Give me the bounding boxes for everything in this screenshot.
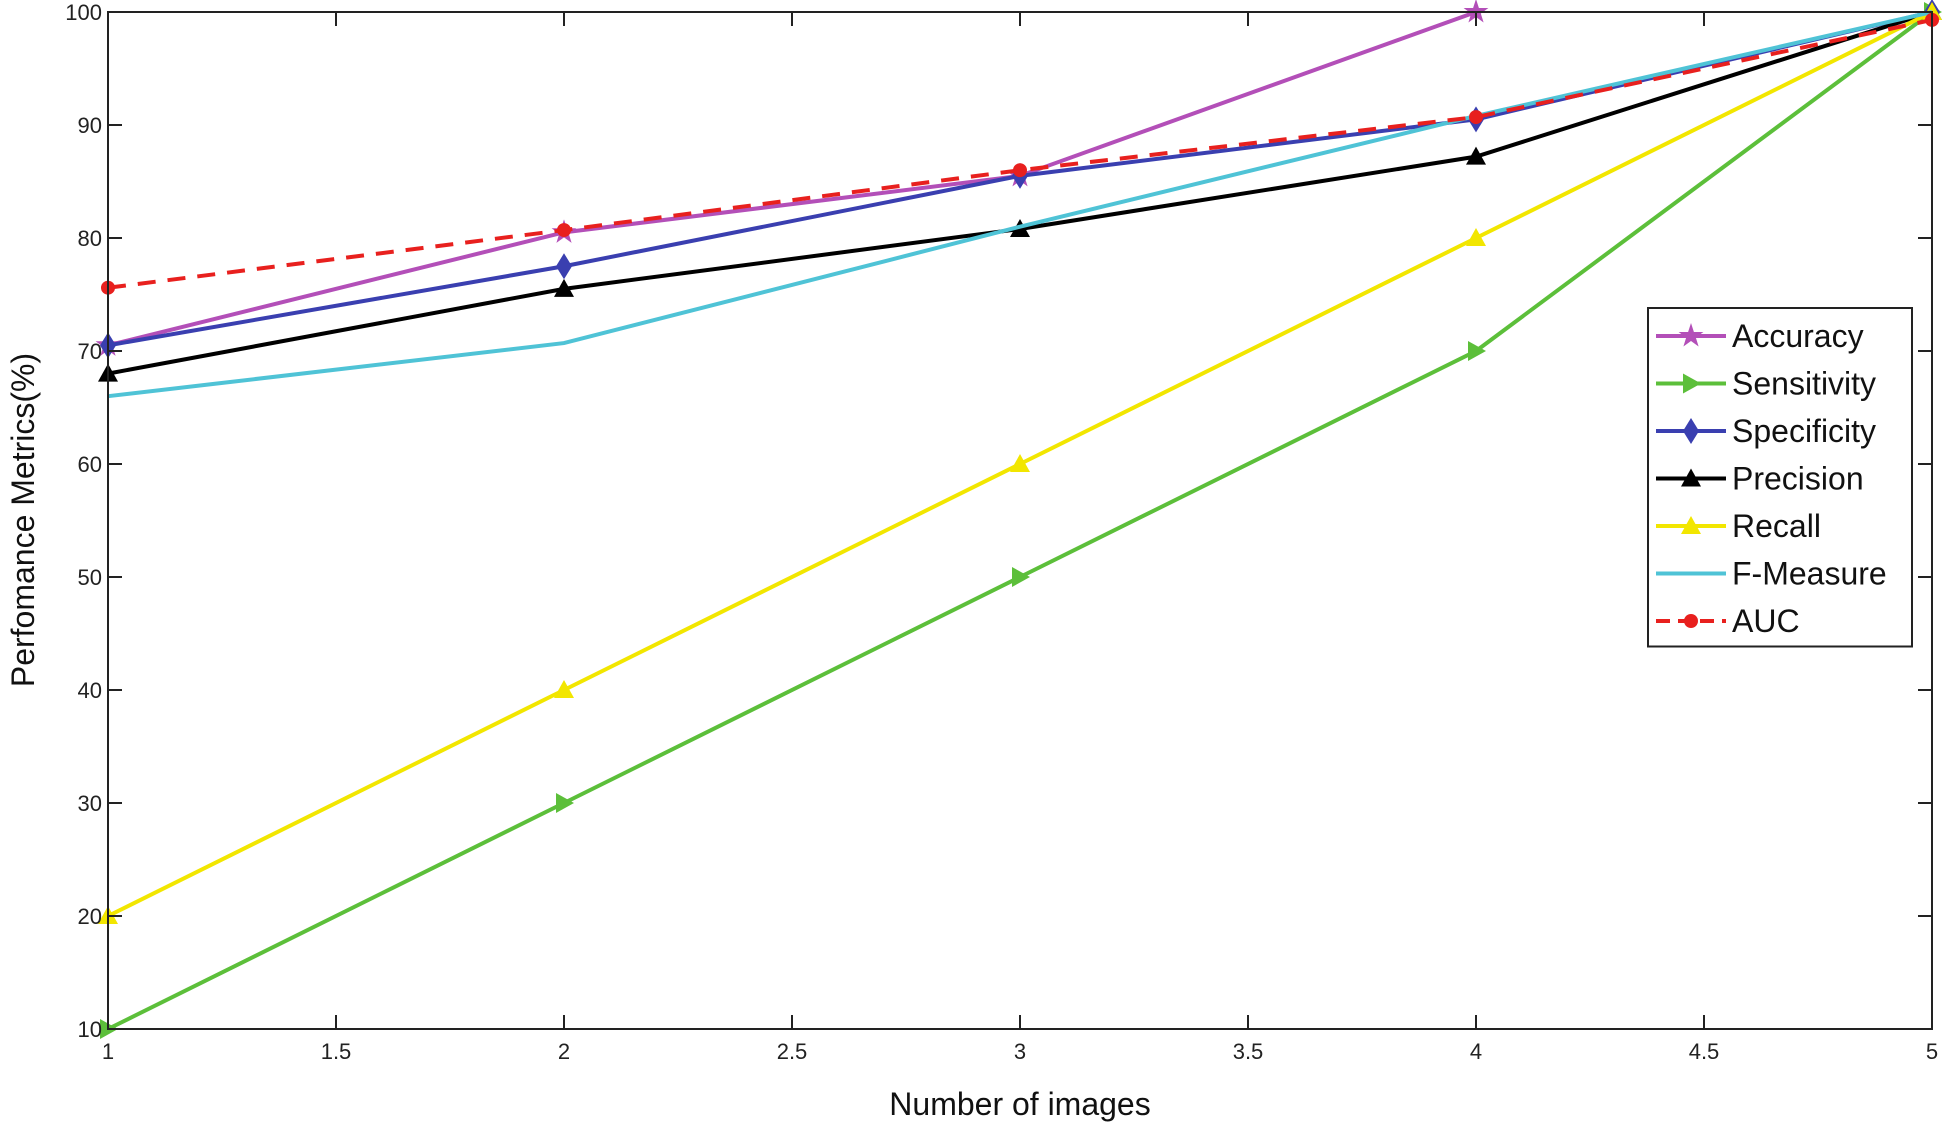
legend-item: Sensitivity <box>1656 366 1876 402</box>
data-point <box>1466 228 1486 246</box>
y-tick-label: 40 <box>78 678 102 703</box>
y-tick-label: 30 <box>78 791 102 816</box>
legend-label: Accuracy <box>1732 318 1864 354</box>
legend-item: Recall <box>1656 508 1821 544</box>
y-axis-label: Perfomance Metrics(%) <box>5 353 41 687</box>
series-line <box>107 10 1477 348</box>
series-f-measure <box>107 10 1933 399</box>
legend-marker <box>1678 323 1704 347</box>
legend-label: AUC <box>1732 603 1800 639</box>
legend-item: Accuracy <box>1656 318 1864 354</box>
legend-label: Specificity <box>1732 413 1876 449</box>
y-tick-label: 10 <box>78 1017 102 1042</box>
data-point <box>1012 567 1030 587</box>
series-auc <box>101 12 1939 295</box>
series-accuracy <box>95 0 1489 356</box>
x-tick-label: 2.5 <box>777 1039 808 1064</box>
series-line <box>107 10 1933 399</box>
data-point <box>1469 110 1483 125</box>
series-specificity <box>100 0 1940 359</box>
x-tick-label: 1.5 <box>321 1039 352 1064</box>
legend-marker <box>1684 614 1698 628</box>
legend-label: Precision <box>1732 461 1864 497</box>
data-point <box>1466 146 1486 165</box>
legend-label: F-Measure <box>1732 556 1887 592</box>
x-tick-label: 2 <box>558 1039 570 1064</box>
legend-item: AUC <box>1656 603 1800 639</box>
series-line <box>107 17 1933 290</box>
x-tick-label: 4 <box>1470 1039 1482 1064</box>
data-point <box>556 793 574 813</box>
y-tick-label: 20 <box>78 904 102 929</box>
data-point <box>557 223 571 238</box>
x-tick-label: 5 <box>1926 1039 1938 1064</box>
legend-item: Specificity <box>1656 413 1876 449</box>
legend-marker <box>1683 418 1699 444</box>
legend-item: F-Measure <box>1656 556 1887 592</box>
y-tick-label: 70 <box>78 339 102 364</box>
y-tick-label: 90 <box>78 113 102 138</box>
legend-marker <box>1681 516 1701 534</box>
y-tick-label: 60 <box>78 452 102 477</box>
y-tick-label: 80 <box>78 226 102 251</box>
legend-item: Precision <box>1656 461 1864 497</box>
x-tick-label: 3 <box>1014 1039 1026 1064</box>
legend: Accuracy Sensitivity Specificity Precision R… <box>1647 307 1913 648</box>
y-tick-label: 50 <box>78 565 102 590</box>
legend-label: Sensitivity <box>1732 366 1876 402</box>
legend-marker <box>1681 468 1701 487</box>
x-tick-label: 4.5 <box>1689 1039 1720 1064</box>
data-point <box>1013 163 1027 178</box>
data-point <box>556 253 572 280</box>
legend-marker <box>1683 373 1701 394</box>
y-tick-label: 100 <box>65 0 102 25</box>
legend-label: Recall <box>1732 508 1821 544</box>
data-point <box>554 278 574 297</box>
data-point <box>1468 341 1486 361</box>
x-tick-label: 3.5 <box>1233 1039 1264 1064</box>
x-axis-label: Number of images <box>889 1086 1150 1122</box>
series-sensitivity <box>100 2 1942 1039</box>
x-tick-label: 1 <box>102 1039 114 1064</box>
data-point <box>1010 454 1030 472</box>
data-point <box>554 680 574 698</box>
